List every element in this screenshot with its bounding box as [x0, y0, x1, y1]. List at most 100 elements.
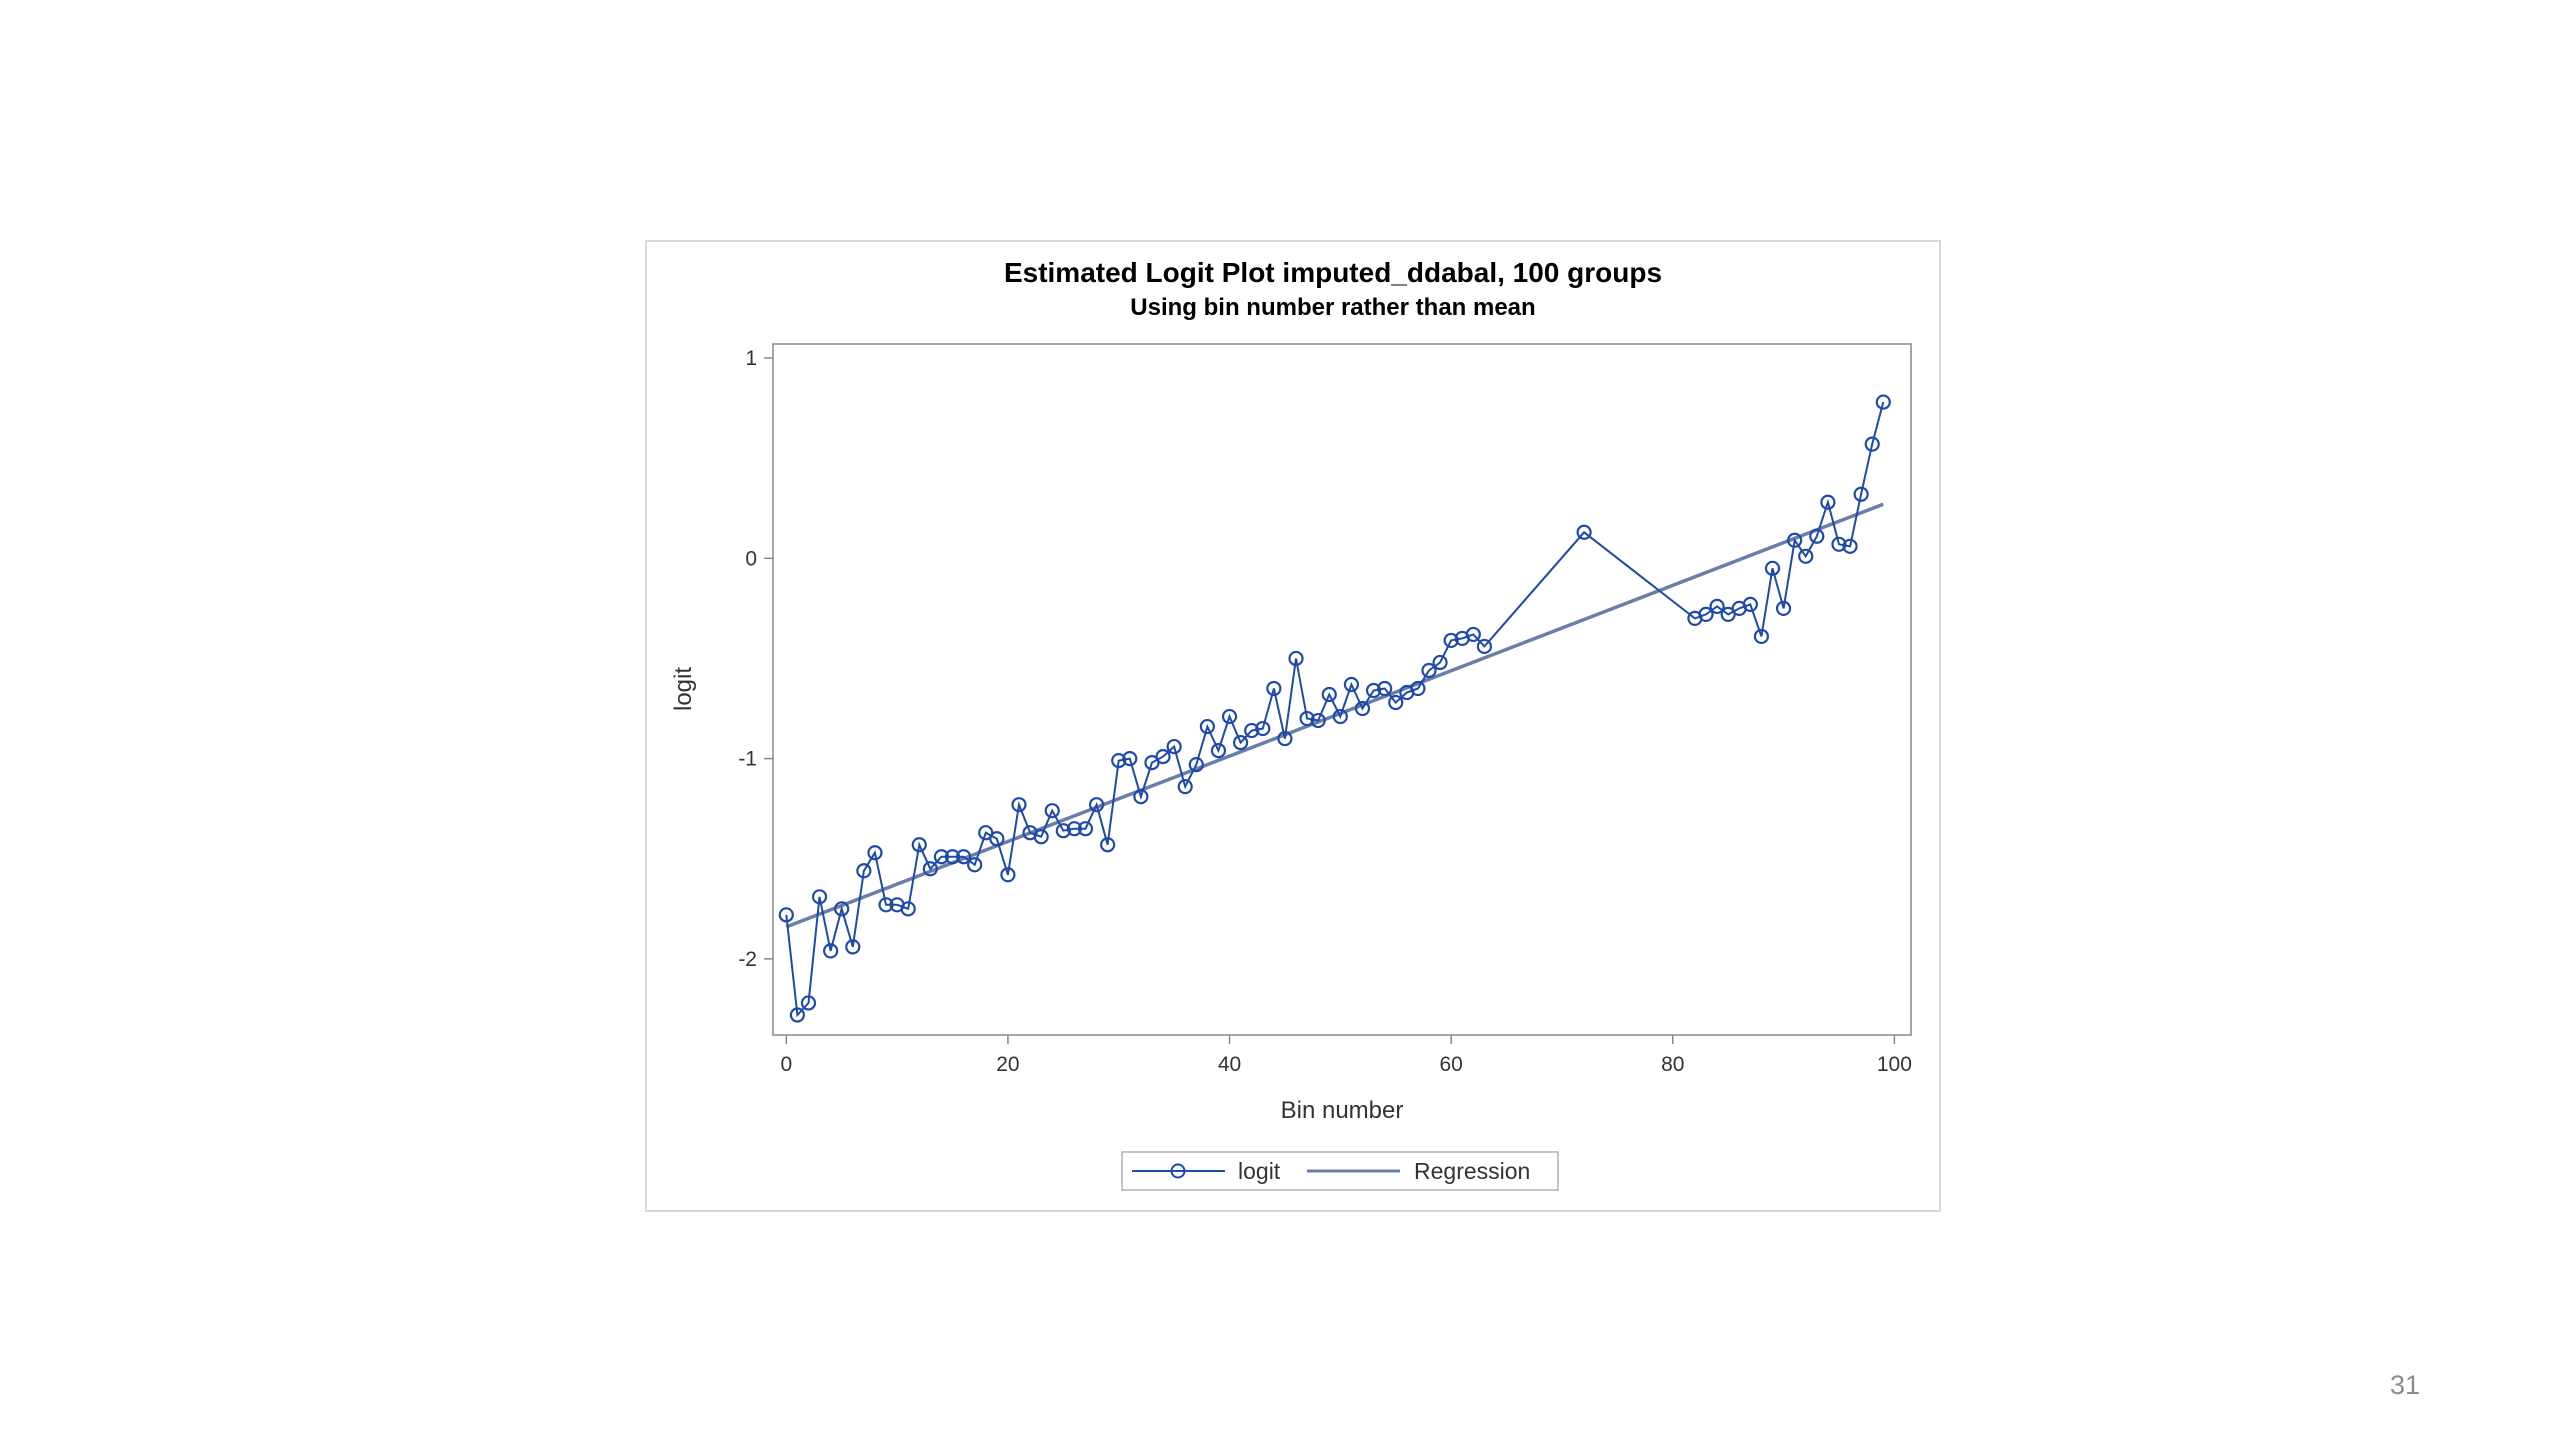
logit-point	[1088, 797, 1105, 813]
y-tick-label: 1	[745, 347, 757, 370]
logit-point	[1122, 750, 1138, 767]
logit-point	[1077, 821, 1094, 837]
logit-point	[911, 837, 927, 853]
x-tick-label: 100	[1877, 1053, 1912, 1076]
logit-point	[1244, 722, 1260, 739]
x-tick-label: 60	[1439, 1053, 1462, 1076]
logit-point	[878, 897, 894, 913]
logit-point	[1188, 757, 1204, 773]
logit-point	[1842, 538, 1858, 554]
logit-point	[900, 901, 916, 917]
logit-point	[1421, 662, 1437, 679]
logit-chart: Estimated Logit Plot imputed_ddabal, 100…	[670, 257, 1912, 1191]
logit-point	[1443, 632, 1459, 649]
logit-point	[1277, 730, 1293, 747]
logit-point	[856, 863, 872, 879]
logit-point	[789, 1007, 805, 1023]
logit-point	[1266, 680, 1282, 697]
y-axis: 1 0 -1 -2	[738, 347, 773, 971]
x-axis-label: Bin number	[1281, 1097, 1404, 1124]
logit-point	[1332, 708, 1348, 725]
logit-point	[1410, 680, 1426, 697]
logit-point	[1044, 803, 1060, 819]
logit-point	[1698, 606, 1714, 622]
logit-point	[1310, 712, 1326, 729]
logit-point	[778, 907, 794, 923]
logit-point	[1709, 598, 1725, 614]
page-number: 31	[2389, 1370, 2420, 1400]
legend-item-logit: logit	[1238, 1158, 1281, 1184]
logit-point	[1365, 682, 1382, 699]
x-tick-label: 0	[780, 1053, 792, 1076]
logit-point	[1299, 710, 1315, 727]
logit-point	[1000, 867, 1016, 883]
logit-point	[1432, 654, 1448, 671]
logit-point	[1100, 837, 1116, 853]
logit-point	[834, 901, 850, 917]
logit-point	[1775, 600, 1792, 616]
logit-point	[800, 995, 817, 1011]
logit-point	[1321, 686, 1337, 703]
logit-point	[944, 849, 961, 865]
y-tick-label: 0	[745, 547, 757, 570]
logit-point	[1011, 797, 1027, 813]
logit-point	[1255, 720, 1271, 737]
logit-point	[1233, 734, 1249, 751]
logit-point	[1809, 528, 1825, 544]
y-tick-label: -1	[738, 748, 757, 771]
logit-point	[1166, 738, 1182, 755]
chart-subtitle: Using bin number rather than mean	[1130, 294, 1535, 321]
logit-point	[1177, 779, 1193, 795]
logit-point	[967, 857, 983, 873]
logit-point	[1764, 560, 1781, 576]
logit-point	[1576, 524, 1592, 540]
logit-point	[1033, 829, 1049, 845]
logit-point	[1199, 718, 1215, 735]
logit-point	[867, 845, 883, 861]
x-tick-label: 80	[1661, 1053, 1684, 1076]
logit-point	[823, 943, 839, 959]
logit-point	[1066, 821, 1082, 837]
logit-point	[922, 861, 938, 877]
x-axis: 0 20 40 60 80 100	[780, 1035, 1912, 1076]
logit-point	[955, 849, 972, 865]
x-tick-label: 40	[1218, 1053, 1241, 1076]
circle-marker-icon	[1170, 1163, 1186, 1179]
logit-point	[1155, 748, 1171, 765]
logit-point	[811, 889, 828, 905]
logit-point	[1831, 536, 1847, 552]
logit-point	[1111, 753, 1127, 769]
logit-point	[1343, 676, 1360, 693]
logit-point	[1465, 626, 1481, 643]
logit-point	[933, 849, 950, 865]
logit-point	[1354, 700, 1371, 717]
logit-point	[1798, 548, 1814, 564]
plot-area	[772, 343, 1912, 1036]
logit-point	[1221, 708, 1238, 725]
y-axis-label: logit	[670, 667, 697, 711]
logit-point	[1210, 742, 1227, 759]
logit-point	[1787, 532, 1803, 548]
logit-point	[1476, 638, 1492, 655]
logit-point	[1133, 789, 1149, 805]
legend-item-regression: Regression	[1414, 1158, 1530, 1184]
logit-point	[1864, 436, 1880, 452]
chart-frame: Estimated Logit Plot imputed_ddabal, 100…	[645, 240, 1941, 1212]
logit-point	[1753, 628, 1770, 645]
logit-point	[1388, 694, 1404, 711]
logit-point	[989, 831, 1005, 847]
chart-title: Estimated Logit Plot imputed_ddabal, 100…	[1004, 257, 1662, 288]
logit-point	[1875, 394, 1891, 410]
logit-point	[1853, 486, 1869, 502]
x-tick-label: 20	[996, 1053, 1019, 1076]
logit-point	[1055, 823, 1071, 839]
logit-point	[1742, 596, 1758, 612]
series-layer	[778, 394, 1891, 1023]
logit-point	[845, 939, 861, 955]
logit-point	[1820, 494, 1836, 510]
logit-point	[1377, 680, 1393, 697]
legend: logit Regression	[1121, 1151, 1559, 1191]
logit-point	[1288, 650, 1304, 667]
y-tick-label: -2	[738, 948, 757, 971]
